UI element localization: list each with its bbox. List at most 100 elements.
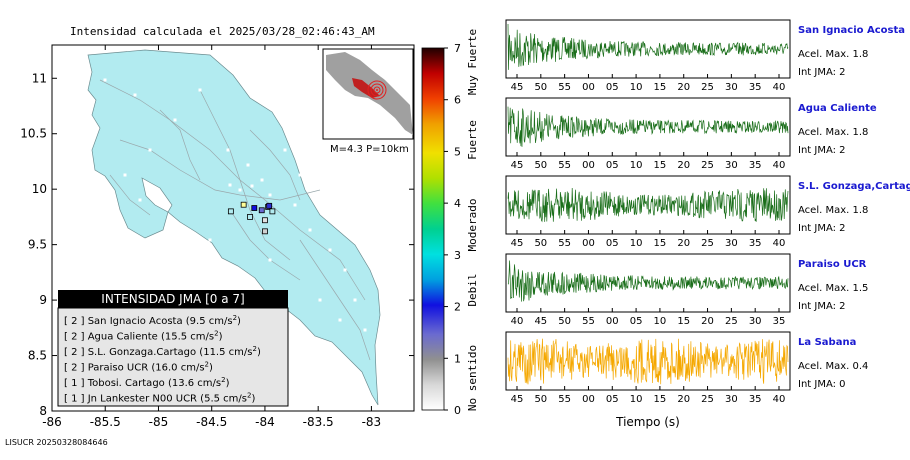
waveform-tick-label: 15 [677,316,690,327]
town-marker [208,238,212,242]
waveform-panel: 45 50 55 00 05 10 15 20 25 30 35 40 S.L. Gonzaga,Car… [505,175,910,249]
station-marker [269,208,276,215]
map-x-tick-label: -83 [362,415,382,429]
waveform-tick-label: 35 [749,394,762,405]
station-markers [227,201,276,235]
map-y-tick-label: 10 [32,182,47,196]
waveform-tick-label: 10 [630,82,643,93]
waveform-tick-label: 40 [773,82,786,93]
waveform-tick-label: 10 [630,394,643,405]
colorbar-category-label: Fuerte [466,120,479,160]
legend-station: S.L. Gonzaga.Cartago (11.5 cm/s [88,347,253,358]
legend-row: [ 1 ] Jn Lankester N00 UCR (5.5 cm/s2) [64,392,255,405]
town-marker [298,173,302,177]
station-jma: Int JMA: 0 [798,379,846,390]
town-marker [268,258,272,262]
waveform-tick-label: 50 [534,160,547,171]
intensity-legend: INTENSIDAD JMA [0 a 7] [ 2 ] San Ignacio… [57,290,289,407]
legend-jma: [ 2 ] [64,332,88,343]
station-marker [258,207,265,214]
inset-label: M=4.3 P=10km [330,144,409,155]
waveform-tick-label: 20 [677,82,690,93]
legend-close: ) [237,316,241,327]
town-marker [138,198,142,202]
station-accel: Acel. Max. 0.4 [798,361,868,372]
legend-row: [ 2 ] Paraiso UCR (16.0 cm/s2) [64,361,213,374]
waveform-tick-label: 30 [725,394,738,405]
legend-jma: [ 1 ] [64,394,88,405]
waveform-tick-label: 05 [606,160,619,171]
legend-jma: [ 1 ] [64,378,88,389]
waveform-trace [507,187,789,223]
waveform-tick-label: 50 [534,238,547,249]
gulf-of-nicoya [141,177,173,213]
waveform-trace [507,338,789,385]
station-accel: Acel. Max. 1.8 [798,205,868,216]
map-x-tick-label: -84 [255,415,275,429]
waveform-tick-label: 45 [511,394,524,405]
waveform-tick-label: 15 [654,82,667,93]
waveform-tick-label: 30 [725,82,738,93]
legend-station: Jn Lankester N00 UCR (5.5 cm/s [87,394,247,405]
legend-station: San Ignacio Acosta (9.5 cm/s [88,316,233,327]
legend-jma: [ 2 ] [64,316,88,327]
waveform-tick-label: 15 [654,394,667,405]
waveform-tick-label: 45 [511,82,524,93]
waveform-panel: 45 50 55 00 05 10 15 20 25 30 35 40 San Ignacio Acos… [505,19,905,93]
station-jma: Int JMA: 2 [798,67,846,78]
legend-unit-sup: 2 [247,392,251,400]
station-jma: Int JMA: 2 [798,145,846,156]
waveform-tick-label: 05 [606,394,619,405]
legend-row: [ 2 ] San Ignacio Acosta (9.5 cm/s2) [64,314,241,327]
waveform-tick-label: 20 [677,394,690,405]
legend-close: ) [257,347,261,358]
waveform-tick-label: 35 [749,160,762,171]
map-footer: LISUCR 20250328084646 [5,438,108,447]
town-marker [268,193,272,197]
station-name: San Ignacio Acosta [798,25,905,36]
waveform-tick-label: 10 [630,160,643,171]
waveform-tick-label: 00 [582,160,595,171]
station-accel: Acel. Max. 1.8 [798,49,868,60]
town-marker [228,183,232,187]
map-y-tick-label: 9.5 [28,238,47,252]
waveform-tick-label: 55 [558,82,571,93]
waveform-tick-label: 10 [630,238,643,249]
waveform-tick-label: 20 [677,238,690,249]
town-marker [293,203,297,207]
waveform-tick-label: 15 [654,160,667,171]
waveform-trace [507,260,789,302]
waveform-tick-label: 25 [701,82,714,93]
waveform-tick-label: 55 [558,160,571,171]
waveform-tick-label: 00 [582,238,595,249]
waveform-panel: 40 45 50 55 00 05 10 15 20 25 30 35 Paraiso UCR Acel.… [505,253,868,327]
waveform-tick-label: 25 [701,238,714,249]
station-name: Agua Caliente [798,103,877,114]
map-x-tick-label: -85 [149,415,169,429]
town-marker [353,298,357,302]
waveform-panel: 45 50 55 00 05 10 15 20 25 30 35 40 La Sabana Acel. M… [505,331,868,405]
town-marker [246,163,250,167]
town-marker [198,88,202,92]
map-y-tick-label: 8.5 [28,349,47,363]
waveform-tick-label: 45 [511,160,524,171]
town-marker [123,173,127,177]
waveform-tick-label: 50 [534,82,547,93]
colorbar-tick-label: 3 [454,249,461,262]
waveform-tick-label: 00 [582,394,595,405]
legend-station: Tobosi. Cartago (13.6 cm/s [87,378,221,389]
waveform-tick-label: 55 [558,238,571,249]
colorbar-tick-label: 0 [454,404,461,417]
waveform-tick-label: 25 [725,316,738,327]
waveform-tick-label: 05 [630,316,643,327]
waveform-tick-label: 05 [606,238,619,249]
waveform-tick-label: 45 [511,238,524,249]
inset-map [322,48,414,140]
town-marker [338,318,342,322]
map-axes: -86 -85.5 -85 -84.5 -84 -83.5 -83 11 10.5 10 9.5 9 8… [20,45,414,429]
waveform-tick-label: 40 [773,160,786,171]
map-y-tick-label: 9 [39,293,47,307]
map-y-tick-label: 11 [32,71,47,85]
station-accel: Acel. Max. 1.8 [798,127,868,138]
